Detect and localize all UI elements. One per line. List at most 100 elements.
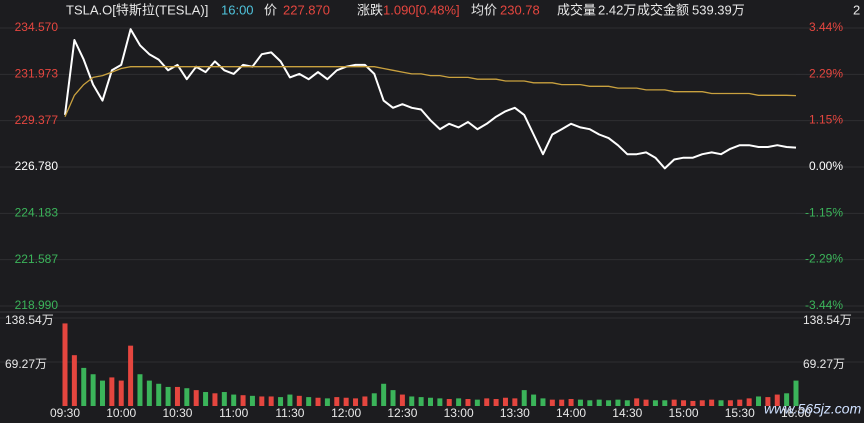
volume-bar — [62, 323, 68, 406]
y-tick-label: 234.570 — [15, 20, 59, 34]
volume-bar — [559, 399, 565, 406]
x-tick-label: 11:00 — [219, 406, 248, 420]
volume-bar — [81, 367, 87, 406]
volume-bar — [231, 394, 237, 406]
volume-bar — [390, 390, 396, 406]
volume-bar — [306, 397, 312, 406]
y-tick-label: 218.990 — [15, 298, 59, 312]
amount: 539.39万 — [692, 2, 745, 17]
volume-bar — [90, 374, 96, 406]
volume-bar — [465, 399, 471, 406]
x-tick-label: 14:00 — [556, 406, 586, 420]
volume-bar — [334, 397, 340, 406]
x-tick-label: 15:00 — [669, 406, 699, 420]
volume-bar — [137, 374, 143, 406]
volume-bar — [531, 394, 537, 406]
volume-bar — [784, 393, 790, 406]
volume-bar — [484, 398, 490, 406]
volume-bar — [240, 395, 246, 406]
volume-bar — [249, 395, 255, 406]
volume-bar — [606, 400, 612, 406]
volume-bar — [690, 400, 696, 406]
volume-bar — [146, 380, 152, 406]
volume-bar — [652, 400, 658, 406]
volume-bar — [128, 345, 134, 406]
volume-bar — [315, 397, 321, 406]
price-label: 价 — [264, 2, 277, 17]
price: 227.870 — [283, 2, 330, 17]
volume-bar — [634, 398, 640, 406]
change: 1.090[0.48%] — [383, 2, 460, 17]
x-tick-label: 15:30 — [725, 406, 755, 420]
volume-bar — [296, 395, 302, 406]
volume-bar — [287, 394, 293, 406]
volume-bar — [521, 390, 527, 406]
volume: 2.42万 — [598, 2, 636, 17]
y-tick-label: 221.587 — [15, 252, 59, 266]
volume-bar — [381, 383, 387, 406]
volume-bar — [353, 398, 359, 406]
x-tick-label: 16:00 — [781, 406, 811, 420]
y2-tick-label: -2.29% — [805, 252, 843, 266]
volume-bar — [709, 399, 715, 406]
avg-label: 均价 — [471, 2, 497, 17]
volume-bar — [174, 386, 180, 406]
volume-bar — [184, 388, 190, 406]
volume-bar — [596, 399, 602, 406]
volume-bar — [587, 400, 593, 406]
volume-bar — [324, 398, 330, 406]
volume-bar — [212, 393, 218, 406]
volume-bar — [409, 396, 415, 406]
volume-bar — [71, 355, 77, 406]
volume-bar — [456, 398, 462, 406]
volume-bar — [99, 380, 105, 406]
volume-bar — [474, 399, 480, 406]
volume-bar — [671, 399, 677, 406]
volume-bar — [727, 400, 733, 406]
plot: 234.570 231.973 229.377 226.780 224.183 221.5… — [0, 20, 864, 420]
volume-bar — [568, 399, 574, 406]
change-label: 涨跌 — [357, 2, 383, 17]
y2-tick-label: -3.44% — [805, 298, 843, 312]
x-tick-label: 13:30 — [500, 406, 530, 420]
volume-bar — [765, 397, 771, 406]
volume-bar — [109, 377, 115, 406]
volume-bar — [681, 400, 687, 406]
amount-label: 成交金额 — [637, 2, 689, 17]
y2-tick-label: 0.00% — [809, 159, 843, 173]
price-line — [64, 28, 797, 170]
volume-bar — [624, 400, 630, 406]
volume-bar — [371, 393, 377, 406]
volume-bar — [662, 400, 668, 406]
volume-bar — [156, 383, 162, 406]
volume-bar — [203, 392, 209, 406]
volume-bar — [437, 398, 443, 406]
volume-bar — [502, 397, 508, 406]
volume-bar — [549, 399, 555, 406]
volume-bar — [493, 399, 499, 406]
time: 16:00 — [221, 2, 254, 17]
volume-bar — [446, 399, 452, 406]
y2-tick-label: 2.29% — [809, 67, 843, 81]
volume-bar — [278, 397, 284, 406]
x-tick-label: 13:00 — [444, 406, 474, 420]
volume-bar — [362, 396, 368, 406]
volume-bar — [418, 397, 424, 406]
volume-bar — [540, 398, 546, 406]
y-tick-label: 231.973 — [15, 67, 59, 81]
y-tick-label: 229.377 — [15, 113, 59, 127]
volume-tick-label-right: 138.54万 — [803, 313, 852, 327]
volume-bar — [118, 380, 124, 406]
y-tick-label: 224.183 — [15, 206, 59, 220]
volume-bar — [268, 396, 274, 406]
watermark: www.565jz.com — [764, 401, 862, 417]
volume-bar — [428, 397, 433, 406]
x-tick-label: 09:30 — [50, 406, 80, 420]
volume-tick-label: 69.27万 — [5, 357, 47, 371]
volume-bar — [193, 390, 199, 406]
volume-tick-label-right: 69.27万 — [803, 357, 845, 371]
x-tick-label: 12:00 — [331, 406, 361, 420]
symbol: TSLA.O[特斯拉(TESLA)] — [66, 2, 208, 17]
